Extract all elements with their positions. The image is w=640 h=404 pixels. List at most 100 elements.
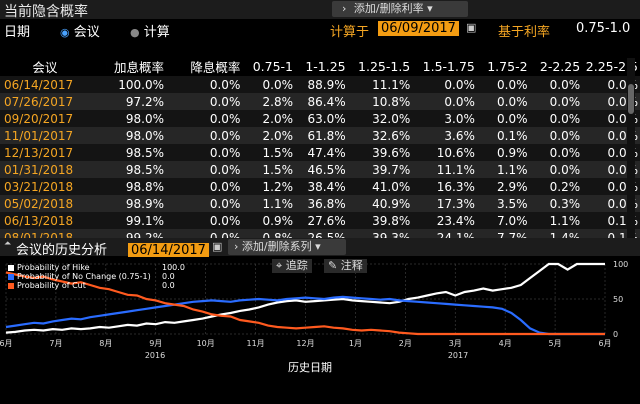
add-remove-series-button[interactable]: › 添加/删除系列 ▾ — [228, 239, 346, 255]
column-header[interactable]: 会议 — [32, 60, 58, 75]
legend-entry[interactable]: Probability of No Change (0.75-1) 0.0 — [8, 272, 185, 281]
history-calendar-icon[interactable]: ▣ — [212, 240, 223, 253]
column-header[interactable]: 加息概率 — [113, 60, 164, 75]
probability-cell: 98.8% — [89, 178, 166, 195]
year-label: 2017 — [448, 351, 468, 360]
probability-cell: 3.6% — [412, 127, 477, 144]
probability-cell: 0.0% — [166, 127, 243, 144]
x-tick-label: 9月 — [149, 339, 162, 348]
legend-series-name: Probability of No Change (0.75-1) — [17, 272, 151, 281]
table-row[interactable]: 07/26/2017 97.2% 0.0% 2.8% 86.4% 10.8% 0.0% 0.0… — [0, 93, 640, 110]
column-header[interactable]: 1.25-1.5 — [358, 59, 411, 74]
x-tick-label: 3月 — [449, 339, 462, 348]
calc-at-label: 计算于 — [330, 25, 370, 40]
probability-cell: 10.6% — [412, 144, 477, 161]
calc-date-input[interactable]: 06/09/2017 — [378, 21, 459, 37]
base-rate-label: 基于利率 — [498, 25, 551, 40]
probability-cell: 27.6% — [295, 212, 348, 229]
probability-cell: 2.0% — [242, 127, 295, 144]
table-row[interactable]: 05/02/2018 98.9% 0.0% 1.1% 36.8% 40.9% 17.3% 3.… — [0, 195, 640, 212]
probability-cell: 1.1% — [242, 195, 295, 212]
radio-selected-icon: ◉ — [60, 26, 70, 39]
probability-cell: 0.0% — [166, 93, 243, 110]
add-remove-series-label: 添加/删除系列 ▾ — [241, 240, 321, 253]
table-row[interactable]: 11/01/2017 98.0% 0.0% 2.0% 61.8% 32.6% 3.6% 0.1… — [0, 127, 640, 144]
annotate-label: 注释 — [340, 259, 363, 272]
probability-cell: 47.4% — [295, 144, 348, 161]
probability-cell: 0.0% — [166, 178, 243, 195]
series-line — [5, 295, 605, 336]
probability-cell: 99.1% — [89, 212, 166, 229]
table-scrollbar[interactable] — [627, 58, 635, 238]
probability-cell: 0.0% — [476, 110, 530, 127]
probability-cell: 40.9% — [347, 195, 413, 212]
x-tick-label: 12月 — [296, 339, 314, 348]
probability-cell: 2.8% — [242, 93, 295, 110]
option-meeting-radio[interactable]: ◉ 会议 — [60, 21, 100, 40]
probability-cell: 0.0% — [166, 110, 243, 127]
probability-cell: 100.0% — [89, 76, 166, 93]
probability-cell: 98.5% — [89, 161, 166, 178]
calendar-icon[interactable]: ▣ — [466, 21, 477, 34]
legend-entry[interactable]: Probability of Cut 0.0 — [8, 281, 185, 290]
radio-unselected-icon: ● — [130, 26, 140, 39]
legend-series-name: Probability of Cut — [17, 281, 86, 290]
probability-cell: 0.0% — [166, 76, 243, 93]
probability-cell: 86.4% — [295, 93, 348, 110]
probability-cell: 0.0% — [529, 76, 583, 93]
probability-cell: 1.5% — [242, 144, 295, 161]
x-tick-label: 1月 — [349, 339, 362, 348]
probability-cell: 98.0% — [89, 127, 166, 144]
series-icon: › — [234, 240, 239, 253]
table-row[interactable]: 03/21/2018 98.8% 0.0% 1.2% 38.4% 41.0% 16.3% 2.… — [0, 178, 640, 195]
probability-cell: 3.0% — [412, 110, 477, 127]
table-row[interactable]: 06/14/2017 100.0% 0.0% 0.0% 88.9% 11.1% 0.0% 0.… — [0, 76, 640, 93]
column-header[interactable]: 1.75-2 — [487, 59, 528, 74]
x-tick-label: 8月 — [99, 339, 112, 348]
probability-cell: 0.3% — [529, 195, 583, 212]
probability-cell: 0.2% — [529, 178, 583, 195]
table-scrollbar-thumb[interactable] — [628, 84, 634, 114]
column-header[interactable]: 降息概率 — [190, 60, 241, 75]
probability-cell: 17.3% — [412, 195, 477, 212]
x-tick-label: 11月 — [246, 339, 264, 348]
calc-date-value: 06/09/2017 — [378, 21, 459, 36]
column-header[interactable]: 2-2.25 — [539, 59, 581, 74]
probability-cell: 23.4% — [412, 212, 477, 229]
table-row[interactable]: 12/13/2017 98.5% 0.0% 1.5% 47.4% 39.6% 10.6% 0.… — [0, 144, 640, 161]
option-calc-label: 计算 — [143, 25, 170, 40]
probability-cell: 0.0% — [166, 161, 243, 178]
x-tick-label: 4月 — [499, 339, 512, 348]
probability-cell: 0.0% — [529, 161, 583, 178]
table-header-row: 会议 加息概率 降息概率 0.75-1 1-1.25 1.25-1.5 1.5-1.75 1.… — [0, 57, 640, 76]
meeting-date-cell: 01/31/2018 — [0, 161, 90, 178]
probability-cell: 10.8% — [347, 93, 413, 110]
rate-icon: › — [342, 2, 347, 15]
table-row[interactable]: 06/13/2018 99.1% 0.0% 0.9% 27.6% 39.8% 23.4% 7.… — [0, 212, 640, 229]
probability-cell: 0.0% — [476, 76, 530, 93]
legend-entry[interactable]: Probability of Hike 100.0 — [8, 263, 185, 272]
probability-cell: 0.0% — [166, 212, 243, 229]
column-header[interactable]: 2.25-2.5 — [585, 59, 638, 74]
chart-legend: Probability of Hike 100.0 Probability of N… — [8, 263, 185, 290]
table-row[interactable]: 09/20/2017 98.0% 0.0% 2.0% 63.0% 32.0% 3.0% 0.0… — [0, 110, 640, 127]
track-label: 追踪 — [285, 259, 308, 272]
probability-cell: 0.9% — [476, 144, 530, 161]
history-date-input[interactable]: 06/14/2017 — [128, 239, 209, 259]
column-header[interactable]: 0.75-1 — [252, 59, 293, 74]
series-line — [5, 262, 605, 334]
annotate-button[interactable]: ✎ 注释 — [324, 259, 367, 273]
collapse-icon[interactable]: ⏶ — [4, 239, 12, 249]
column-header[interactable]: 1-1.25 — [305, 59, 346, 74]
base-rate-value: 0.75-1.0 — [576, 21, 631, 36]
meeting-date-cell: 12/13/2017 — [0, 144, 90, 161]
probability-cell: 61.8% — [295, 127, 348, 144]
track-button[interactable]: ⌖ 追踪 — [272, 259, 312, 273]
column-header[interactable]: 1.5-1.75 — [422, 59, 475, 74]
option-calc-radio[interactable]: ● 计算 — [130, 21, 170, 40]
probability-cell: 63.0% — [295, 110, 348, 127]
probability-cell: 46.5% — [295, 161, 348, 178]
add-remove-rate-button[interactable]: › 添加/删除利率 ▾ — [332, 1, 468, 17]
x-tick-label: 6月 — [0, 339, 13, 348]
table-row[interactable]: 01/31/2018 98.5% 0.0% 1.5% 46.5% 39.7% 11.1% 1.… — [0, 161, 640, 178]
